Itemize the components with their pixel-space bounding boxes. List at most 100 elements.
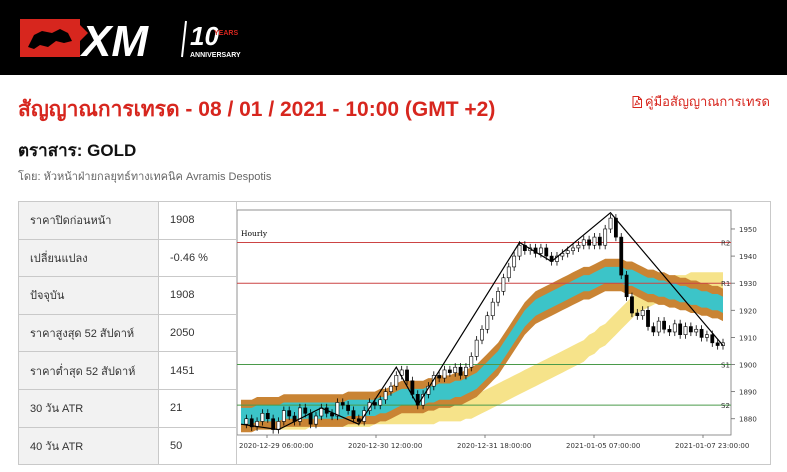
- candle-body: [683, 326, 688, 335]
- candle-body: [410, 380, 415, 395]
- y-tick-label: 1930: [739, 280, 757, 288]
- candle-body: [678, 323, 683, 335]
- y-tick-label: 1880: [739, 416, 757, 424]
- logo-badge: 10: [190, 21, 219, 51]
- stats-row: ราคาสูงสุด 52 สัปดาห์ 2050: [18, 313, 237, 353]
- stat-value: 1908: [158, 201, 237, 240]
- y-tick-label: 1950: [739, 226, 757, 234]
- stat-value: -0.46 %: [158, 238, 237, 278]
- instrument-heading: ตราสาร: GOLD: [18, 141, 137, 160]
- level-label-s2: S2: [721, 402, 730, 410]
- candle-body: [699, 328, 704, 338]
- stat-value: 1451: [158, 351, 237, 390]
- candle-body: [581, 239, 586, 246]
- stats-row: ราคาปิดก่อนหน้า 1908: [18, 201, 237, 240]
- stat-label: ราคาสูงสุด 52 สัปดาห์: [18, 313, 159, 353]
- candle-body: [592, 236, 597, 246]
- candle-body: [281, 410, 286, 422]
- logo-bull-silhouette: [28, 29, 72, 49]
- logo-divider: [181, 20, 187, 58]
- candle-body: [635, 312, 640, 317]
- candle-body: [603, 228, 608, 246]
- candle-body: [447, 369, 452, 373]
- stats-row: 30 วัน ATR 21: [18, 388, 237, 428]
- candle-body: [260, 413, 265, 422]
- candle-body: [351, 410, 356, 420]
- stats-row: ปัจจุบัน 1908: [18, 276, 237, 315]
- stat-label: ปัจจุบัน: [18, 276, 159, 315]
- candle-body: [265, 413, 270, 420]
- stat-label: 40 วัน ATR: [18, 426, 159, 466]
- candle-body: [688, 326, 693, 333]
- candle-body: [431, 375, 436, 387]
- candle-body: [506, 266, 511, 279]
- x-tick-label: 2020-12-30 12:00:00: [348, 442, 422, 450]
- candle-body: [287, 410, 292, 417]
- candle-body: [571, 247, 575, 251]
- candle-body: [271, 418, 276, 430]
- candle-body: [667, 328, 672, 333]
- candle-body: [298, 407, 302, 422]
- xm-logo[interactable]: XM 10 YEARS ANNIVERSARY: [18, 13, 248, 63]
- candle-body: [630, 296, 634, 314]
- author-line: โดย: หัวหน้าฝ่ายกลยุทธ์ทางเทคนิค Avramis…: [18, 171, 272, 183]
- candle-body: [694, 328, 699, 333]
- page-title: สัญญาณการเทรด - 08 / 01 / 2021 - 10:00 (…: [18, 98, 496, 121]
- candle-body: [340, 402, 345, 406]
- candle-body: [469, 356, 474, 368]
- candle-body: [458, 366, 463, 376]
- candle-body: [576, 244, 581, 249]
- candle-body: [512, 255, 517, 268]
- level-label-r2: R2: [721, 240, 730, 248]
- candle-body: [608, 217, 613, 230]
- x-tick-label: 2021-01-07 23:00:00: [675, 442, 749, 450]
- candle-body: [640, 310, 645, 317]
- logo-years: YEARS: [214, 30, 238, 37]
- stat-label: 30 วัน ATR: [18, 388, 159, 428]
- candle-body: [372, 402, 377, 406]
- candle-body: [490, 301, 495, 317]
- level-label-s1: S1: [721, 362, 730, 370]
- y-tick-label: 1940: [739, 253, 757, 261]
- candle-body: [646, 310, 650, 327]
- candle-body: [453, 366, 458, 373]
- chart-svg: R2 R1 S1 S2 1880 1890 1900 1910 1920 1930 1940 1950…: [236, 209, 757, 450]
- x-tick-label: 2021-01-05 07:00:00: [566, 442, 640, 450]
- zigzag-line: [240, 211, 724, 431]
- signal-chart: R2 R1 S1 S2 1880 1890 1900 1910 1920 1930 1940 1950…: [236, 201, 771, 465]
- y-tick-label: 1920: [739, 307, 757, 315]
- candle-body: [356, 418, 361, 422]
- stat-label: เปลี่ยนแปลง: [18, 238, 159, 278]
- stat-value: 21: [158, 388, 237, 428]
- signals-manual-label: คู่มือสัญญาณการเทรด: [644, 94, 770, 109]
- stat-label: ราคาต่ำสุด 52 สัปดาห์: [18, 351, 159, 390]
- candle-body: [389, 385, 393, 392]
- signals-manual-link[interactable]: คู่มือสัญญาณการเทรด: [632, 91, 770, 112]
- candle-body: [335, 402, 340, 417]
- candle-body: [651, 326, 656, 333]
- candle-body: [244, 418, 249, 425]
- candle-body: [705, 334, 709, 338]
- candle-body: [662, 320, 666, 330]
- candle-body: [437, 375, 442, 379]
- x-tick-label: 2020-12-29 06:00:00: [239, 442, 313, 450]
- candle-body: [672, 323, 677, 333]
- candle-body: [346, 404, 351, 411]
- x-tick-label: 2020-12-31 18:00:00: [457, 442, 531, 450]
- logo-text: XM: [79, 17, 149, 63]
- y-tick-label: 1890: [739, 389, 757, 397]
- candle-body: [474, 339, 479, 357]
- stat-value: 1908: [158, 276, 237, 315]
- pdf-icon: [632, 95, 642, 108]
- candle-body: [464, 366, 468, 376]
- candle-body: [501, 277, 506, 292]
- candle-body: [624, 274, 629, 298]
- candle-body: [517, 244, 522, 257]
- timeframe-label: Hourly: [241, 229, 268, 238]
- level-label-r1: R1: [721, 280, 730, 288]
- candle-body: [378, 399, 383, 406]
- candle-body: [565, 250, 570, 254]
- y-tick-label: 1910: [739, 334, 757, 342]
- candle-body: [249, 418, 254, 428]
- candle-body: [656, 320, 661, 333]
